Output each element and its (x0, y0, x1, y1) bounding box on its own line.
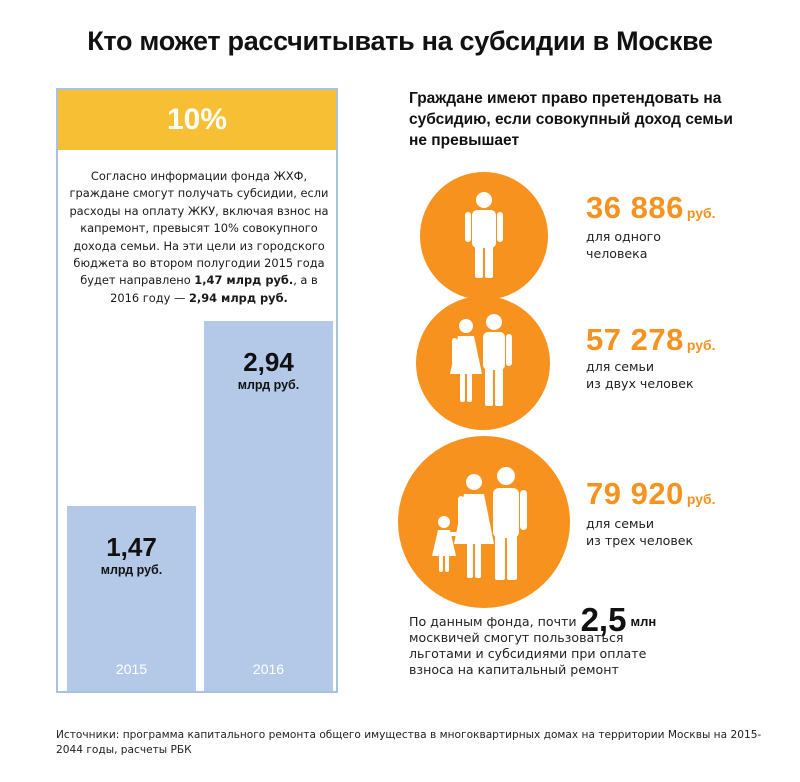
amount-couple-currency: руб. (686, 337, 716, 353)
amount-couple: 57 278 руб. (586, 322, 716, 358)
bar-2016 (204, 321, 333, 691)
amount-family: 79 920 руб. (586, 476, 716, 512)
bar-category-label: 2016 (252, 661, 285, 677)
desc-line: из трех человек (586, 533, 694, 548)
desc-line: для одного (586, 229, 662, 244)
bar-category-label: 2015 (115, 661, 148, 677)
note-line-2: москвичей смогут пользоваться (409, 630, 624, 645)
bar-value-unit: млрд руб. (100, 563, 163, 577)
subsidy-panel: 10% Согласно информации фонда ЖХФ, гражд… (56, 88, 338, 693)
family-icon (432, 467, 527, 580)
budget-bar-chart (67, 321, 333, 691)
bar-2015 (67, 506, 196, 691)
note-prefix: По данным фонда, почти (409, 614, 581, 629)
description-text-1: Согласно информации фонда ЖХФ, граждане … (69, 169, 329, 288)
description-bold-2: 2,94 млрд руб. (188, 290, 288, 305)
sources-text: программа капитального ремонта общего им… (56, 729, 762, 756)
bar-value-number: 2,94 (243, 347, 294, 377)
panel-description: Согласно информации фонда ЖХФ, граждане … (68, 168, 330, 307)
single-person-circle (420, 172, 548, 300)
beneficiaries-note: По данным фонда, почти 2,5 млн москвичей… (409, 603, 739, 678)
sources-footnote: Источники: программа капитального ремонт… (56, 728, 776, 758)
note-unit: млн (630, 614, 657, 629)
family-circle (398, 436, 570, 608)
sources-label: Источники: (56, 729, 120, 741)
amount-family-value: 79 920 (586, 476, 684, 511)
desc-line: для семьи (586, 359, 655, 374)
amount-family-desc: для семьи из трех человек (586, 515, 693, 549)
single-person-icon (465, 192, 503, 278)
amount-single: 36 886 руб. (586, 190, 716, 226)
couple-circle (416, 296, 550, 430)
note-line-4: взноса на капитальный ремонт (409, 662, 619, 677)
note-big-number: 2,5 (580, 601, 627, 638)
note-line-3: льготами и субсидиями при оплате (409, 646, 647, 661)
bar-value-label: 1,47 млрд руб. (67, 532, 196, 578)
bar-value-number: 1,47 (106, 532, 157, 562)
couple-icon (450, 314, 512, 406)
amount-couple-value: 57 278 (586, 322, 684, 357)
amount-family-currency: руб. (686, 491, 716, 507)
note-line-1: По данным фонда, почти 2,5 млн (409, 603, 739, 636)
amount-single-value: 36 886 (586, 190, 684, 225)
page-title: Кто может рассчитывать на субсидии в Мос… (87, 26, 713, 56)
threshold-header: 10% (58, 90, 336, 150)
amount-single-desc: для одного человека (586, 228, 661, 262)
desc-line: человека (586, 246, 648, 261)
desc-line: для семьи (586, 516, 655, 531)
description-bold-1: 1,47 млрд руб. (194, 273, 294, 288)
desc-line: из двух человек (586, 376, 694, 391)
bar-value-unit: млрд руб. (237, 378, 300, 392)
right-heading: Граждане имеют право претендовать на суб… (409, 90, 733, 149)
bar-value-label: 2,94 млрд руб. (204, 347, 333, 393)
amount-couple-desc: для семьи из двух человек (586, 358, 694, 392)
description-text-2: , а в 2016 году — (110, 273, 318, 305)
amount-single-currency: руб. (686, 205, 716, 221)
